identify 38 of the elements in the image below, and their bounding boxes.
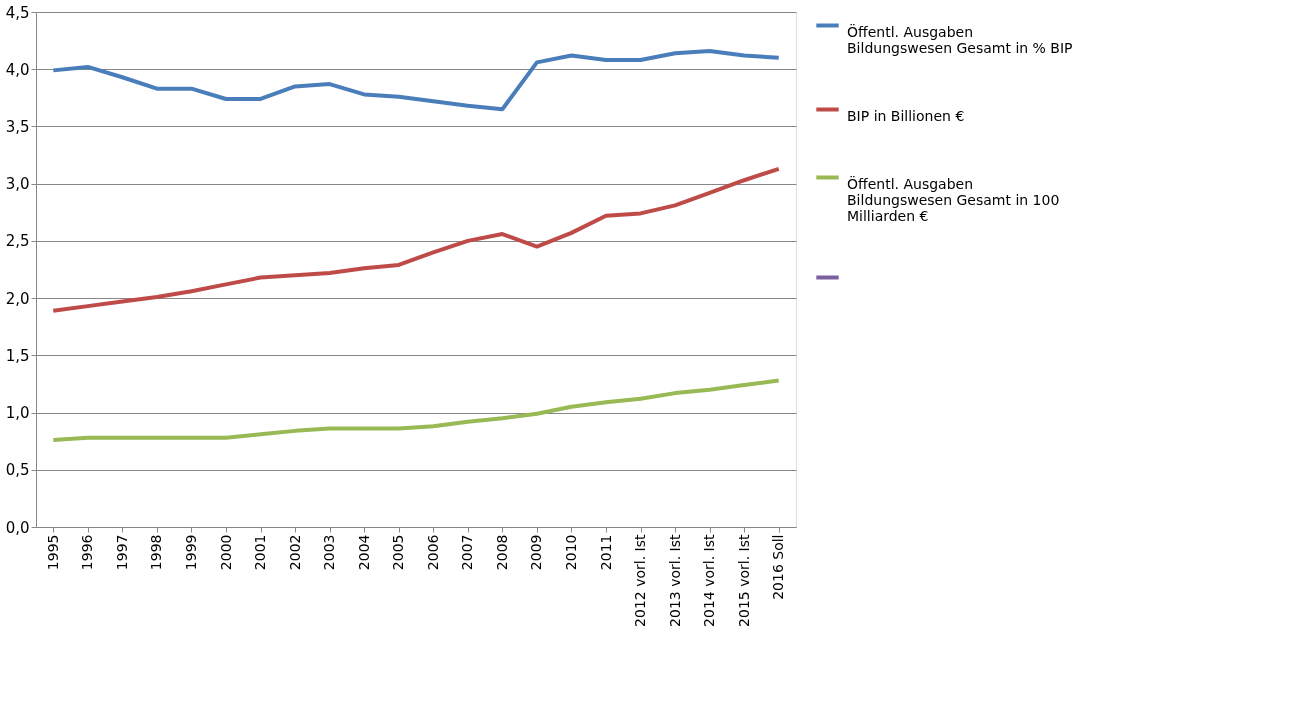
y-tick-label: 3,5 — [5, 117, 30, 136]
x-tick-label: 1997 — [113, 534, 130, 571]
legend-label: Öffentl. Ausgaben Bildungswesen Gesamt in 100 Milliarden € — [847, 174, 1060, 224]
line-series — [51, 378, 781, 443]
x-tick-label: 2010 — [562, 534, 579, 571]
x-tick-label: 1998 — [148, 534, 165, 571]
y-tick-label: 1,0 — [5, 404, 30, 423]
y-tick-label: 1,5 — [5, 346, 30, 365]
x-tick-label: 1996 — [79, 534, 96, 571]
line-series — [51, 166, 781, 313]
x-tick-label: 2009 — [528, 534, 545, 571]
y-tick-label: 0,0 — [5, 518, 30, 537]
x-tick-label: 2000 — [217, 534, 234, 571]
y-tick-label: 2,5 — [5, 232, 30, 251]
x-tick-label: 2016 Soll — [770, 534, 787, 600]
x-tick-label: 2005 — [390, 534, 407, 571]
legend-label: Öffentl. Ausgaben Bildungswesen Gesamt in % BIP — [847, 22, 1073, 56]
x-tick-label: 2004 — [355, 534, 372, 571]
x-tick-label: 2011 — [597, 534, 614, 571]
y-tick-label: 2,0 — [5, 289, 30, 308]
x-tick-label: 2012 vorl. Ist — [632, 533, 649, 627]
x-tick-label: 2006 — [424, 534, 441, 571]
x-tick-label: 2007 — [459, 534, 476, 571]
y-tick-label: 0,5 — [5, 461, 30, 480]
x-tick-label: 2002 — [286, 534, 303, 571]
line-series — [51, 48, 781, 112]
x-tick-label: 1999 — [182, 534, 199, 571]
x-tick-label: 2015 vorl. Ist — [735, 533, 752, 627]
y-tick-label: 4,5 — [5, 3, 30, 22]
x-tick-label: 2008 — [493, 534, 510, 571]
y-tick-label: 3,0 — [5, 175, 30, 194]
x-tick-label: 1995 — [44, 534, 61, 571]
x-tick-label: 2003 — [321, 534, 338, 571]
y-tick-label: 4,0 — [5, 60, 30, 79]
x-tick-label: 2014 vorl. Ist — [701, 533, 718, 627]
x-tick-label: 2013 vorl. Ist — [666, 533, 683, 627]
x-tick-label: 2001 — [252, 534, 269, 571]
legend-label: BIP in Billionen € — [847, 107, 965, 124]
